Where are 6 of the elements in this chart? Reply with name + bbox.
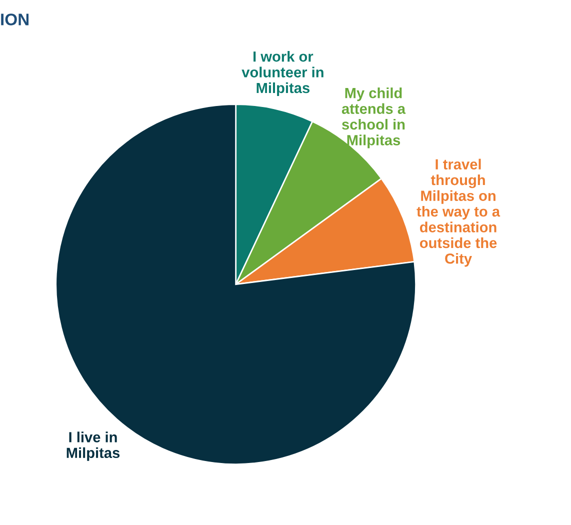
slice-label: My child attends a school in Milpitas [342, 88, 406, 148]
slice-label: I travel through Milpitas on the way to a destination outside the City [416, 158, 500, 267]
chart-title: ION [1, 14, 29, 26]
pie-slice [55, 104, 416, 465]
slice-label: I work or volunteer in Milpitas [242, 51, 324, 96]
slice-label: I live in Milpitas [66, 432, 120, 461]
